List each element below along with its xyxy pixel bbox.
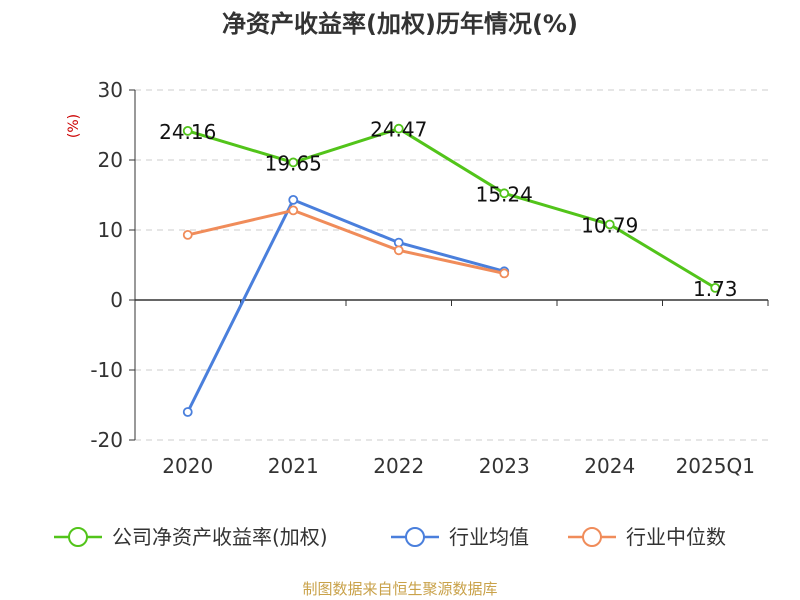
data-point <box>393 123 404 134</box>
data-labels: 24.16 19.65 24.47 15.24 10.79 1.73 <box>159 118 737 301</box>
data-label: 24.47 <box>370 118 427 142</box>
data-point <box>710 282 721 293</box>
y-tick-label: 0 <box>110 288 123 312</box>
y-tick-label: 30 <box>98 78 123 102</box>
data-label: 15.24 <box>476 182 533 206</box>
data-point <box>499 188 510 199</box>
x-tick-label: 2022 <box>373 454 424 478</box>
data-point <box>499 268 510 279</box>
data-point <box>604 219 615 230</box>
legend-item-1[interactable]: 行业均值 <box>391 525 529 549</box>
y-tick-label: 20 <box>98 148 123 172</box>
legend[interactable]: 公司净资产收益率(加权) 行业均值 行业中位数 <box>54 525 726 549</box>
data-point <box>288 205 299 216</box>
series-line-0 <box>187 127 717 290</box>
data-label: 19.65 <box>265 151 322 175</box>
legend-item-2[interactable]: 行业中位数 <box>568 525 726 549</box>
data-point <box>288 157 299 168</box>
y-axis-unit-label: (%) <box>66 114 82 138</box>
x-tick-label: 2024 <box>584 454 635 478</box>
x-tick-label: 2023 <box>479 454 530 478</box>
x-tick-label: 2020 <box>162 454 213 478</box>
legend-marker-icon <box>405 527 425 547</box>
legend-label: 行业中位数 <box>626 525 726 549</box>
chart-title: 净资产收益率(加权)历年情况(%) <box>222 10 578 38</box>
data-label: 1.73 <box>693 277 738 301</box>
x-tick-label: 2025Q1 <box>676 454 755 478</box>
data-source-note: 制图数据来自恒生聚源数据库 <box>302 580 497 598</box>
axes: 30 20 10 0 -10 -20 2020 2021 2022 2023 2024 2025Q1 <box>90 78 769 478</box>
data-point <box>393 245 404 256</box>
legend-label: 公司净资产收益率(加权) <box>112 525 328 549</box>
data-label: 10.79 <box>581 213 638 237</box>
data-point <box>288 194 299 205</box>
y-tick-label: 10 <box>98 218 123 242</box>
series-line-1 <box>186 198 505 413</box>
legend-marker-icon <box>68 527 88 547</box>
y-tick-label: -10 <box>90 358 123 382</box>
x-tick-label: 2021 <box>268 454 319 478</box>
data-point <box>182 229 193 240</box>
series-line-2 <box>187 208 505 275</box>
data-point <box>182 125 193 136</box>
legend-marker-icon <box>582 527 602 547</box>
y-tick-label: -20 <box>90 428 123 452</box>
series-lines <box>182 123 721 417</box>
data-label: 24.16 <box>159 120 216 144</box>
legend-item-0[interactable]: 公司净资产收益率(加权) <box>54 525 328 549</box>
data-point <box>182 407 193 417</box>
legend-label: 行业均值 <box>449 525 529 549</box>
